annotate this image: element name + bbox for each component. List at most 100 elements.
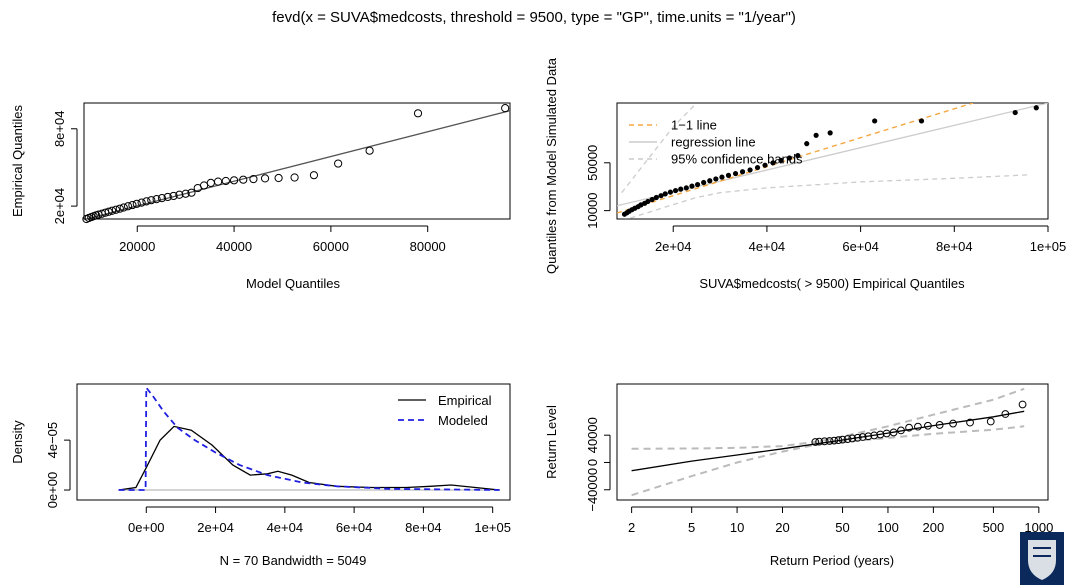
plot-frame [76,383,511,501]
data-point [181,189,190,198]
legend-label: Modeled [438,413,488,428]
data-point [175,190,184,199]
y-tick-label: 4e−05 [45,422,60,459]
one-one-line [617,103,974,214]
x-tick-label: 60000 [313,239,349,254]
legend: 1−1 line regression line 95% confidence ba… [629,118,803,167]
x-axis-label: SUVA$medcosts( > 9500) Empirical Quantil… [699,276,965,291]
data-point [694,181,701,188]
data-point [649,196,655,203]
university-crest-logo [1020,532,1064,585]
data-point [683,185,689,191]
data-point [1018,400,1027,409]
data-point [501,104,510,113]
data-point [645,198,651,205]
x-tick-label: 0e+00 [128,520,165,535]
data-point [905,423,913,432]
panel-return-level: 2 5 10 20 50 100 200 500 1000 −40000 0 40000 Return … [544,383,1053,568]
data-point [413,109,423,118]
data-point [732,170,739,177]
empirical-density-line [118,425,500,491]
data-point [719,174,725,180]
data-point [834,436,843,445]
data-point [658,193,664,199]
data-point [274,173,283,183]
x-tick-label: 5 [688,520,695,535]
data-point [870,431,879,440]
return-level-fit-line [631,410,1025,472]
x-axis-label: Return Period (years) [770,553,894,568]
legend: Empirical Modeled [398,393,492,428]
legend-label: 95% confidence bands [671,152,803,167]
data-point [128,200,137,210]
plot-frame [616,383,1049,501]
x-tick-label: 6e+04 [842,239,879,254]
data-point [678,186,684,192]
data-point [147,196,156,205]
data-point [689,183,695,189]
data-point [897,426,905,435]
x-tick-label: 4e+04 [749,239,786,254]
y-tick-label: 40000 [585,417,600,453]
data-point [820,437,829,446]
data-point [747,167,753,173]
plot-frame [83,102,511,220]
data-point [813,132,819,138]
legend-label: regression line [671,135,756,150]
data-point [290,173,299,182]
data-point [848,434,857,443]
ci-lower-line [631,425,1025,497]
data-point [206,178,215,188]
data-point [672,187,679,194]
data-point [858,433,867,441]
data-point [864,432,873,441]
data-point [725,172,732,178]
data-point [115,204,124,213]
data-point [662,191,668,197]
data-point [778,157,784,164]
data-point [827,130,833,136]
fitted-line [83,110,511,221]
data-point [163,192,172,202]
data-point [309,171,319,180]
confidence-band-lower [625,174,1030,219]
panel-qq-simulated: 1−1 line regression line 95% confidence ba… [544,57,1066,291]
data-point [104,207,113,216]
data-point [667,189,674,195]
x-tick-label: 8e+04 [936,239,973,254]
x-tick-label: 20 [775,520,789,535]
y-tick-label: 10000 [585,193,600,229]
x-tick-label: 1e+05 [474,520,511,535]
legend-label: Empirical [438,393,492,408]
ci-upper-line [631,387,1025,450]
data-point [966,418,974,427]
data-point [770,160,776,166]
regression-line [617,103,1048,207]
modeled-density-line [118,385,500,491]
x-tick-label: 1000 [1024,520,1053,535]
data-point [111,205,121,214]
data-point [119,203,128,212]
data-point [701,179,707,186]
legend-label: 1−1 line [671,118,717,133]
data-point [1012,109,1018,116]
x-tick-label: 50 [835,520,849,535]
data-point [795,153,801,159]
data-point [786,155,793,161]
data-point [169,191,178,201]
x-tick-label: 200 [923,520,945,535]
data-point [853,433,862,442]
panel-density: Empirical Modeled 0e+00 2e+04 4e+04 6e+04 8e+0… [10,383,511,568]
confidence-band-upper [621,103,698,194]
x-tick-label: 80000 [410,239,446,254]
data-point [221,176,230,186]
x-tick-label: 8e+04 [405,520,442,535]
data-point [811,438,820,446]
data-point [365,146,374,155]
data-point [239,175,248,184]
figure-title: fevd(x = SUVA$medcosts, threshold = 9500… [272,9,796,26]
data-point [830,436,839,445]
data-point [935,421,944,429]
data-point [872,118,878,124]
